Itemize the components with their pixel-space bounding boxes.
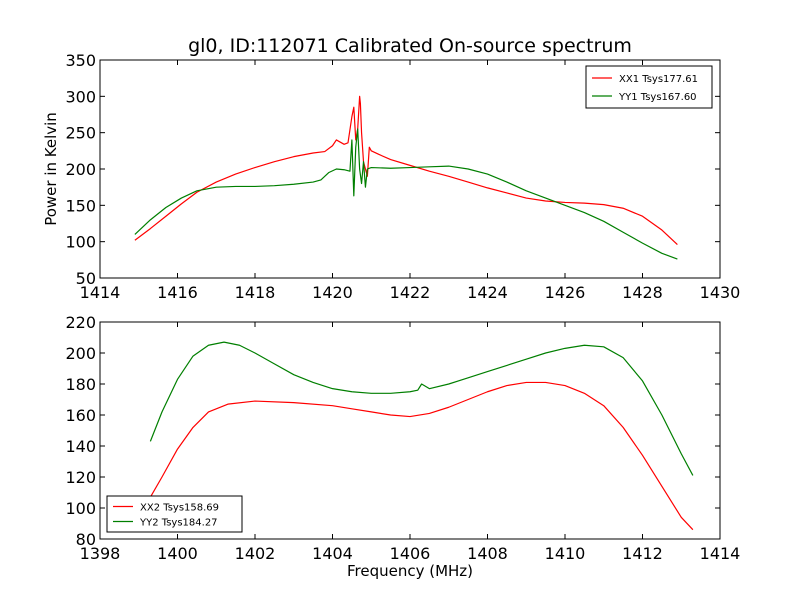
top-plot: 1414 1416 1418 1420 1422 1424 1426 1428 1430 50 10… xyxy=(42,35,740,302)
y-tick-label: 50 xyxy=(76,269,96,288)
legend-label: YY2 Tsys184.27 xyxy=(139,518,218,529)
x-tick-label: 1420 xyxy=(312,283,353,302)
legend-label: XX2 Tsys158.69 xyxy=(140,503,219,514)
x-tick-label: 1428 xyxy=(622,283,663,302)
y-tick-label: 120 xyxy=(65,468,96,487)
series-line-xx-1 xyxy=(134,95,678,246)
y-tick-label: 80 xyxy=(76,530,96,549)
legend-label: XX1 Tsys177.61 xyxy=(619,74,698,85)
x-tick-label: 1422 xyxy=(390,283,431,302)
chart-title: gl0, ID:112071 Calibrated On-source spec… xyxy=(188,35,632,57)
x-tick-label: 1424 xyxy=(467,283,508,302)
y-tick-label: 250 xyxy=(65,124,96,143)
legend-box xyxy=(106,495,243,533)
series-line-yy-2 xyxy=(149,341,694,476)
x-tick-label: 1430 xyxy=(700,283,741,302)
x-tick-label: 1408 xyxy=(467,544,508,563)
series-line-yy-1 xyxy=(134,128,678,260)
x-tick-label: 1412 xyxy=(622,544,663,563)
series-line-xx-2 xyxy=(149,381,694,531)
x-tick-label: 1426 xyxy=(545,283,586,302)
x-tick-label: 1406 xyxy=(390,544,431,563)
x-tick-label: 1416 xyxy=(157,283,198,302)
y-axis-label: Power in Kelvin xyxy=(42,112,60,226)
legend-label: YY1 Tsys167.60 xyxy=(618,92,697,103)
x-axis-label: Frequency (MHz) xyxy=(347,562,473,580)
x-tick-label: 1410 xyxy=(545,544,586,563)
y-tick-label: 220 xyxy=(65,313,96,332)
y-tick-label: 160 xyxy=(65,406,96,425)
y-tick-label: 300 xyxy=(65,87,96,106)
x-tick-label: 1414 xyxy=(700,544,741,563)
y-tick-label: 150 xyxy=(65,196,96,215)
legend-box xyxy=(585,65,713,109)
x-tick-label: 1398 xyxy=(80,544,121,563)
y-tick-label: 180 xyxy=(65,375,96,394)
y-tick-label: 350 xyxy=(65,51,96,70)
x-tick-label: 1414 xyxy=(80,283,121,302)
x-tick-label: 1418 xyxy=(235,283,276,302)
x-tick-label: 1404 xyxy=(312,544,353,563)
y-tick-label: 200 xyxy=(65,344,96,363)
y-tick-label: 100 xyxy=(65,233,96,252)
bottom-plot: 1398 1400 1402 1404 1406 1408 1410 1412 1414 80 10… xyxy=(65,313,740,580)
y-tick-label: 140 xyxy=(65,437,96,456)
y-tick-label: 100 xyxy=(65,499,96,518)
y-tick-label: 200 xyxy=(65,160,96,179)
x-tick-label: 1400 xyxy=(157,544,198,563)
x-tick-label: 1402 xyxy=(235,544,276,563)
